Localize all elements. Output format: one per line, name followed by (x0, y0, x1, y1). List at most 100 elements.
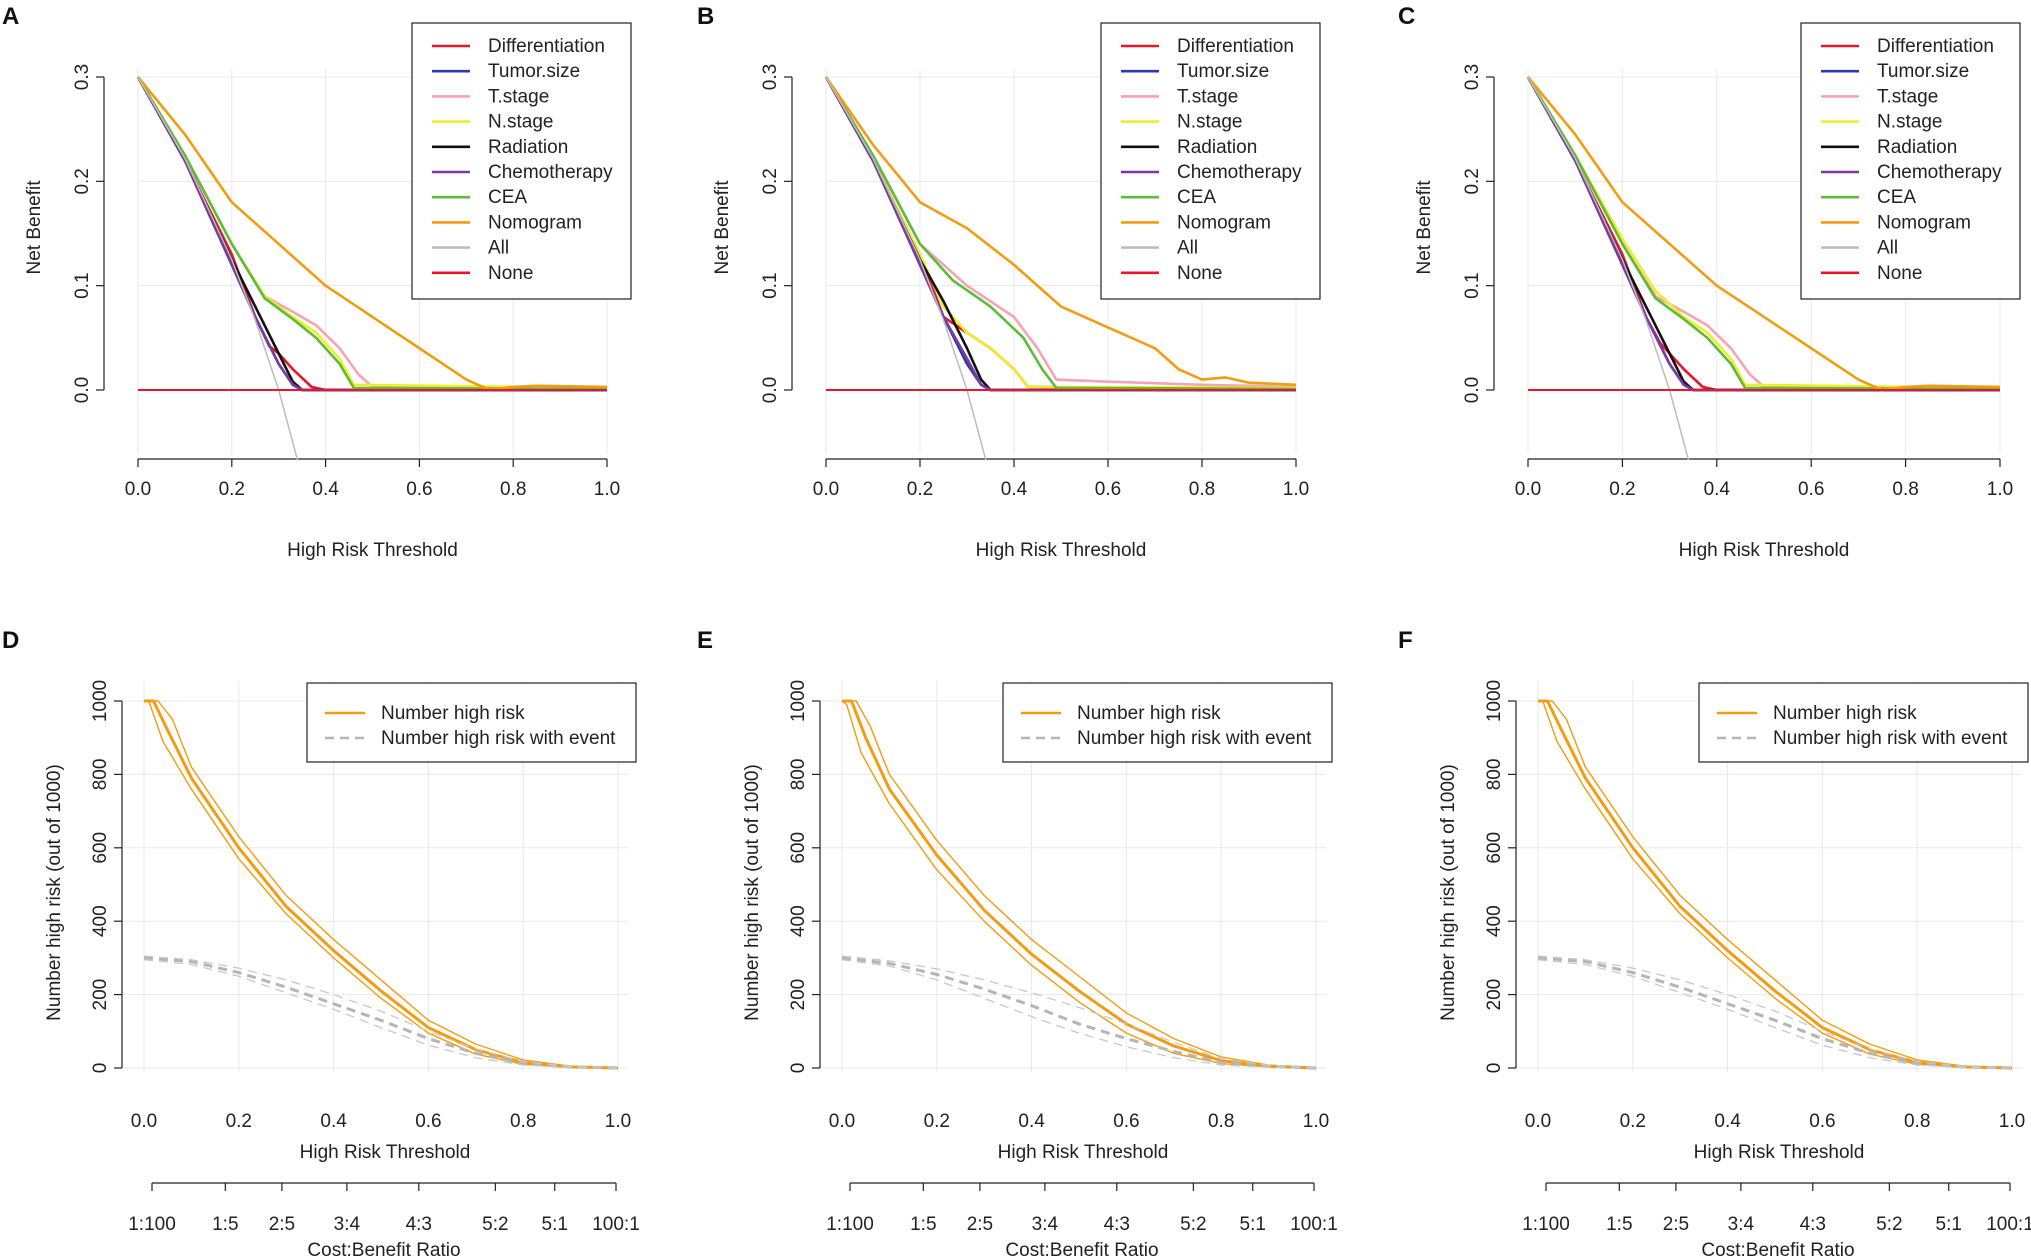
x-tick-label: 0.4 (1704, 479, 1731, 500)
y-tick-label: 200 (788, 979, 809, 1011)
legend-label: Nomogram (1177, 212, 1271, 233)
legend-label: N.stage (1877, 112, 1942, 133)
legend-label: Differentiation (488, 36, 605, 57)
legend-label: Number high risk with event (381, 728, 616, 749)
y-tick-label: 0.0 (1462, 377, 1483, 403)
series-line-number-high-risk-with-event-lower (1537, 959, 2013, 1069)
x-tick-label: 1.0 (1987, 479, 2013, 500)
net-benefit-panel-c: C 0.0 0.2 0.4 0.6 0.8 1.0 0.0 0.1 0.2 0.3 High Risk… (1398, 3, 2021, 561)
y-tick-label: 400 (1484, 905, 1505, 937)
x-axis-title: High Risk Threshold (1694, 1142, 1865, 1163)
y-tick-label: 1000 (90, 680, 111, 722)
series-line-number-high-risk-with-event (841, 956, 1317, 1070)
net-benefit-panel-a: A 0.0 0.2 0.4 0.6 0.8 1.0 0.0 0.1 0.2 0.3 High Risk… (2, 3, 632, 561)
legend-label: T.stage (1177, 86, 1238, 107)
series-line-all (825, 76, 987, 461)
clinical-impact-panel-d: D 0 200 400 600 800 1000 Number high risk (out … (2, 627, 640, 1258)
cost-benefit-tick-label: 5:2 (1876, 1214, 1902, 1235)
cost-benefit-tick-label: 5:2 (1180, 1214, 1206, 1235)
series-line-all (137, 76, 299, 461)
legend-label: Number high risk (1773, 703, 1917, 724)
clinical-impact-panel-f: F 0 200 400 600 800 1000 Number high risk (out … (1398, 627, 2031, 1258)
x-tick-label: 1.0 (594, 479, 620, 500)
x-tick-label: 0.8 (510, 1111, 536, 1132)
series-line-number-high-risk-with-event (1537, 956, 2013, 1070)
x-tick-label: 0.0 (813, 479, 839, 500)
x-tick-label: 0.2 (1620, 1111, 1646, 1132)
legend-label: Radiation (488, 137, 568, 158)
x-tick-label: 0.4 (1714, 1111, 1741, 1132)
cost-benefit-tick-label: 4:3 (406, 1214, 432, 1235)
y-tick-label: 0.1 (1462, 272, 1483, 298)
legend-label: Number high risk with event (1077, 728, 1312, 749)
y-tick-label: 1000 (788, 680, 809, 722)
series-line-nomogram (136, 76, 608, 392)
x-tick-label: 0.4 (320, 1111, 347, 1132)
y-tick-label: 600 (90, 832, 111, 864)
x-tick-label: 0.6 (1113, 1111, 1139, 1132)
y-tick-label: 200 (90, 979, 111, 1011)
legend-label: Number high risk (381, 703, 525, 724)
legend-box (1100, 22, 1321, 300)
x-tick-label: 0.4 (1001, 479, 1028, 500)
legend-label: None (1177, 263, 1222, 284)
y-axis-title: Net Benefit (1414, 180, 1435, 275)
series-line-number-high-risk-with-event-upper (143, 955, 619, 1069)
net-benefit-panel-b: B 0.0 0.2 0.4 0.6 0.8 1.0 0.0 0.1 0.2 0.3 High Risk… (697, 3, 1321, 561)
x-axis-title: High Risk Threshold (998, 1142, 1169, 1163)
x-tick-label: 0.2 (1609, 479, 1635, 500)
x-tick-label: 0.6 (1798, 479, 1824, 500)
cost-benefit-axis-title: Cost:Benefit Ratio (307, 1240, 460, 1258)
y-tick-label: 0.0 (760, 377, 781, 403)
cost-benefit-tick-label: 1:100 (826, 1214, 874, 1235)
cost-benefit-tick-label: 1:100 (1522, 1214, 1570, 1235)
series-line-number-high-risk-with-event-upper (1537, 955, 2013, 1069)
x-tick-label: 0.6 (406, 479, 432, 500)
x-tick-label: 1.0 (1283, 479, 1309, 500)
legend-label: CEA (1877, 187, 1916, 208)
legend-label: Differentiation (1877, 36, 1994, 57)
series-line-number-high-risk-with-event-lower (143, 959, 619, 1069)
series-line-number-high-risk-with-event (143, 956, 619, 1070)
x-tick-label: 1.0 (1999, 1111, 2025, 1132)
y-tick-label: 800 (90, 759, 111, 791)
y-tick-label: 1000 (1484, 680, 1505, 722)
x-axis-title: High Risk Threshold (976, 540, 1147, 561)
legend-label: All (488, 238, 509, 259)
legend-label: Radiation (1177, 137, 1257, 158)
y-tick-label: 200 (1484, 979, 1505, 1011)
y-tick-label: 400 (90, 905, 111, 937)
y-tick-label: 400 (788, 905, 809, 937)
legend-label: Tumor.size (488, 61, 580, 82)
cost-benefit-tick-label: 2:5 (1663, 1214, 1689, 1235)
y-axis-title: Net Benefit (24, 180, 45, 275)
x-tick-label: 0.0 (829, 1111, 855, 1132)
legend-label: CEA (488, 187, 527, 208)
legend-label: Tumor.size (1177, 61, 1269, 82)
cost-benefit-tick-label: 100:1 (592, 1214, 640, 1235)
legend-label: Number high risk with event (1773, 728, 2008, 749)
y-tick-label: 600 (788, 832, 809, 864)
x-axis-title: High Risk Threshold (287, 540, 458, 561)
legend-label: Tumor.size (1877, 61, 1969, 82)
legend-label: N.stage (1177, 112, 1242, 133)
x-tick-label: 0.8 (500, 479, 526, 500)
x-tick-label: 0.4 (1018, 1111, 1045, 1132)
y-tick-label: 800 (788, 759, 809, 791)
series-line-number-high-risk (842, 699, 1317, 1070)
x-tick-label: 0.6 (1095, 479, 1121, 500)
series-line-nomogram (1526, 76, 2001, 392)
legend-label: Chemotherapy (488, 162, 613, 183)
series-line-all (1527, 76, 1690, 461)
cost-benefit-tick-label: 1:5 (1606, 1214, 1632, 1235)
cost-benefit-tick-label: 3:4 (1032, 1214, 1059, 1235)
legend-label: N.stage (488, 112, 553, 133)
y-tick-label: 0.3 (72, 64, 93, 90)
cost-benefit-tick-label: 5:1 (1936, 1214, 1962, 1235)
legend-label: All (1177, 238, 1198, 259)
legend-box (411, 22, 632, 300)
x-tick-label: 1.0 (1303, 1111, 1329, 1132)
x-tick-label: 0.2 (219, 479, 245, 500)
cost-benefit-tick-label: 100:1 (1290, 1214, 1338, 1235)
